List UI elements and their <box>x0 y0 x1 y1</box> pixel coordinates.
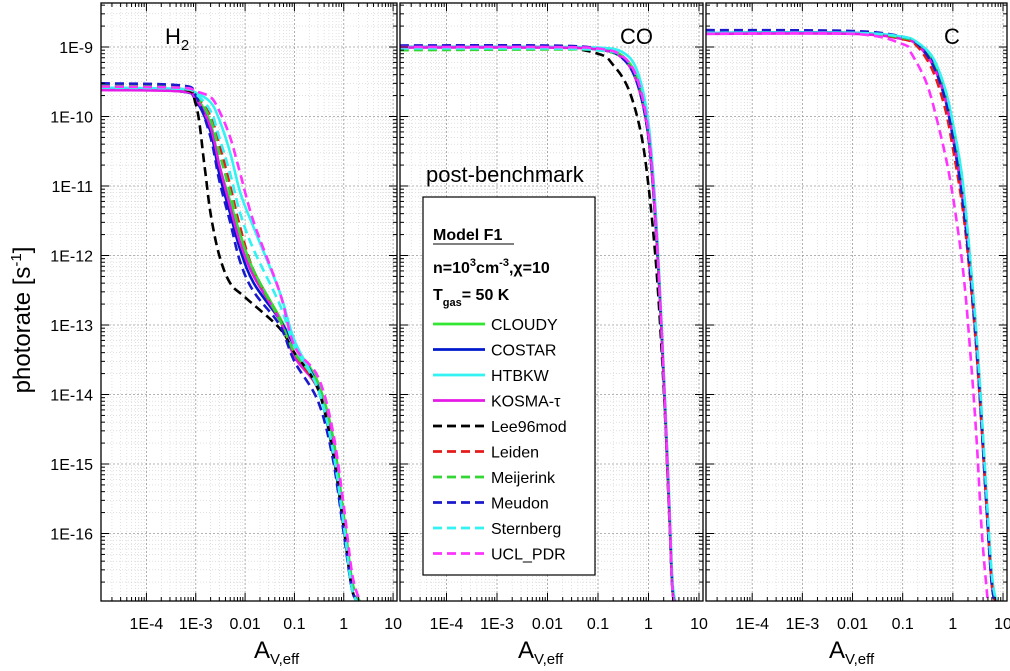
panel-title-h2: H2 <box>165 24 189 54</box>
series-line-ucl-pdr <box>400 45 676 601</box>
series-line-meudon <box>400 43 676 601</box>
x-tick-label: 1E-3 <box>480 616 514 633</box>
x-tick-label: 0.1 <box>892 616 914 633</box>
series-line-lee96mod <box>101 84 361 601</box>
series-line-meudon <box>706 28 998 601</box>
panel-title-c: C <box>944 24 960 49</box>
y-tick-label: 1E-11 <box>51 179 93 196</box>
series-line-sternberg <box>706 31 998 601</box>
legend: Model F1 n=103cm-3,χ=10 Tgas= 50 K CLOUD… <box>422 196 596 576</box>
x-tick-label: 1 <box>644 616 653 633</box>
y-tick-label: 1E-9 <box>59 40 93 57</box>
legend-label: HTBKW <box>491 368 550 385</box>
legend-label: Lee96mod <box>491 419 567 436</box>
legend-density: n=103cm-3,χ=10 <box>433 257 550 277</box>
x-tick-label: 1 <box>339 616 348 633</box>
panel-series-group <box>400 43 677 601</box>
legend-label: CLOUDY <box>491 317 558 334</box>
frame-layer <box>100 2 1008 602</box>
series-line-meudon <box>101 82 361 601</box>
legend-label: UCL_PDR <box>491 547 566 564</box>
y-tick-label: 1E-15 <box>50 457 93 474</box>
x-tick-label: 10 <box>690 616 708 633</box>
legend-label: Meijerink <box>491 470 556 487</box>
legend-title: Model F1 <box>433 227 502 244</box>
legend-label: Leiden <box>491 445 539 462</box>
legend-label: Sternberg <box>491 521 561 538</box>
y-tick-label: 1E-13 <box>50 318 93 335</box>
x-axis-label-panel1: AV,eff <box>254 637 300 668</box>
x-axis-label-panel3: AV,eff <box>829 637 875 668</box>
x-tick-label: 1E-4 <box>130 616 164 633</box>
series-line-meijerink <box>101 84 362 601</box>
panel-frame <box>100 2 398 602</box>
panel-frame <box>705 2 1008 602</box>
legend-label: KOSMA-τ <box>491 394 561 411</box>
x-tick-label: 1E-4 <box>735 616 769 633</box>
legend-entries: CLOUDY COSTAR HTBKW KOSMA-τ Lee96mod Leiden Me… <box>433 317 567 564</box>
x-tick-label: 1E-3 <box>179 616 213 633</box>
annotation-post-benchmark: post-benchmark <box>426 162 585 187</box>
series-line-ucl-pdr <box>706 31 990 601</box>
x-tick-label: 0.1 <box>283 616 305 633</box>
series-line-sternberg <box>101 86 361 601</box>
series-line-ucl-pdr <box>101 85 362 601</box>
x-tick-label: 0.01 <box>230 616 261 633</box>
panel-series-group <box>706 28 998 601</box>
x-tick-label: 0.01 <box>837 616 868 633</box>
x-tick-label: 10 <box>384 616 402 633</box>
series-line-leiden <box>101 85 361 601</box>
series-layer <box>101 28 998 601</box>
x-axis-label-panel2: AV,eff <box>518 637 564 668</box>
x-tick-label: 1E-3 <box>785 616 819 633</box>
y-tick-label: 1E-12 <box>50 249 93 266</box>
legend-label: COSTAR <box>491 343 556 360</box>
tick-label-layer: 1E-4 1E-3 0.01 0.1 1 10 1E-4 1E-3 0.01 0.1 1 10 1E-4… <box>50 40 1010 633</box>
legend-box <box>422 196 596 576</box>
legend-temperature: Tgas= 50 K <box>433 287 510 309</box>
x-tick-label: 0.1 <box>587 616 609 633</box>
panel-title-co: CO <box>620 24 653 49</box>
y-tick-label: 1E-10 <box>50 110 93 127</box>
x-tick-label: 1 <box>948 616 957 633</box>
y-tick-label: 1E-16 <box>50 527 93 544</box>
panel-series-group <box>101 82 362 601</box>
x-tick-label: 1E-4 <box>430 616 464 633</box>
series-line-leiden <box>706 31 998 601</box>
x-tick-label: 10 <box>994 616 1010 633</box>
y-tick-label: 1E-14 <box>50 388 93 405</box>
panel-frame <box>399 2 704 602</box>
series-line-kosma- <box>101 88 360 601</box>
x-tick-label: 0.01 <box>532 616 563 633</box>
legend-label: Meudon <box>491 496 549 513</box>
y-axis-label: photorate [s-1] <box>8 247 36 394</box>
